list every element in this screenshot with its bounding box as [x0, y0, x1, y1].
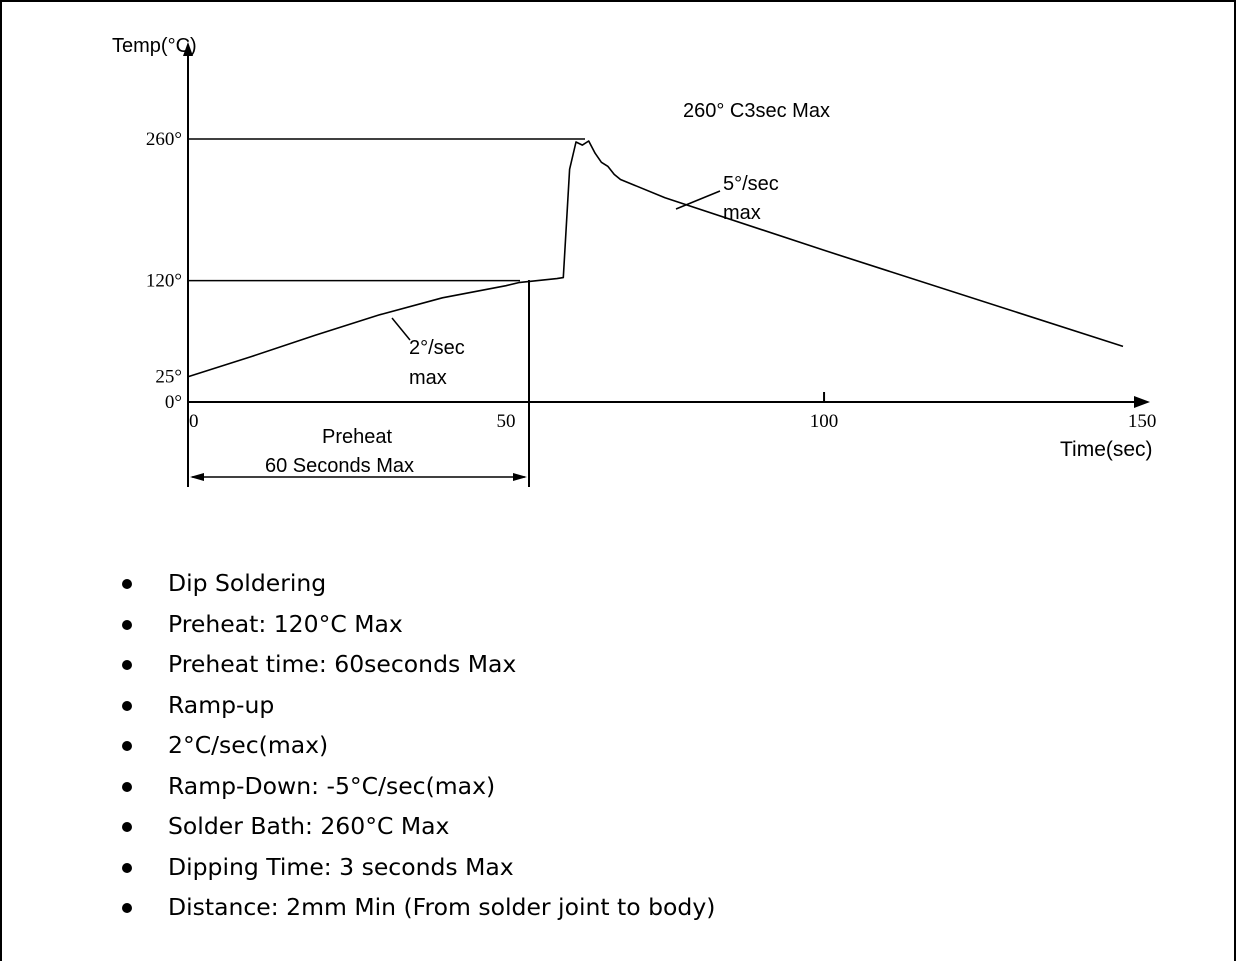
- preheat-label: Preheat: [322, 426, 392, 448]
- x-tick-label: 0: [189, 411, 199, 432]
- y-axis-arrow: [183, 42, 193, 56]
- preheat-arrow-right: [513, 473, 527, 481]
- x-tick-label: 100: [810, 411, 839, 432]
- preheat-bracket: [187, 280, 530, 487]
- preheat-duration-label: 60 Seconds Max: [265, 455, 414, 477]
- note-item: Distance: 2mm Min (From solder joint to …: [120, 887, 715, 928]
- y-axis-label: Temp(°C): [112, 35, 197, 57]
- x-tick-labels: 0 50 100 150: [189, 392, 1156, 432]
- note-item: Preheat time: 60seconds Max: [120, 644, 715, 685]
- note-item: Ramp-up: [120, 685, 715, 726]
- x-tick-label: 50: [497, 411, 516, 432]
- y-tick-label: 120°: [146, 271, 182, 292]
- note-item: Preheat: 120°C Max: [120, 604, 715, 645]
- note-item: Dipping Time: 3 seconds Max: [120, 847, 715, 888]
- ramp-up-leader-line: [391, 317, 411, 341]
- note-item: Ramp-Down: -5°C/sec(max): [120, 766, 715, 807]
- note-item: Solder Bath: 260°C Max: [120, 806, 715, 847]
- x-axis-arrow: [1134, 396, 1150, 408]
- note-item: 2°C/sec(max): [120, 725, 715, 766]
- preheat-arrow-left: [190, 473, 204, 481]
- reflow-profile-chart: Temp(°C) Time(sec) 260° 120° 25° 0° 0 50 100 1…: [112, 35, 1156, 487]
- peak-annotation: 260° C3sec Max: [683, 100, 830, 122]
- ramp-down-rate-label: 5°/sec: [723, 173, 779, 195]
- x-axis-label: Time(sec): [1060, 438, 1153, 461]
- ramp-down-max-label: max: [723, 202, 761, 224]
- y-tick-label: 260°: [146, 129, 182, 150]
- series-group: [187, 140, 1124, 378]
- y-tick-labels: 260° 120° 25° 0°: [146, 129, 182, 413]
- x-tick-label: 150: [1128, 411, 1157, 432]
- ramp-up-rate-label: 2°/sec: [409, 337, 465, 359]
- y-tick-label: 25°: [155, 367, 182, 388]
- soldering-notes-list: Dip Soldering Preheat: 120°C Max Preheat t…: [120, 563, 715, 928]
- chart-axes: [183, 42, 1150, 408]
- ramp-up-max-label: max: [409, 367, 447, 389]
- note-item: Dip Soldering: [120, 563, 715, 604]
- ramp-down-leader-line: [675, 190, 721, 210]
- temperature-profile-line: [187, 140, 1124, 378]
- reference-lines: [188, 138, 585, 282]
- y-tick-label: 0°: [165, 392, 182, 413]
